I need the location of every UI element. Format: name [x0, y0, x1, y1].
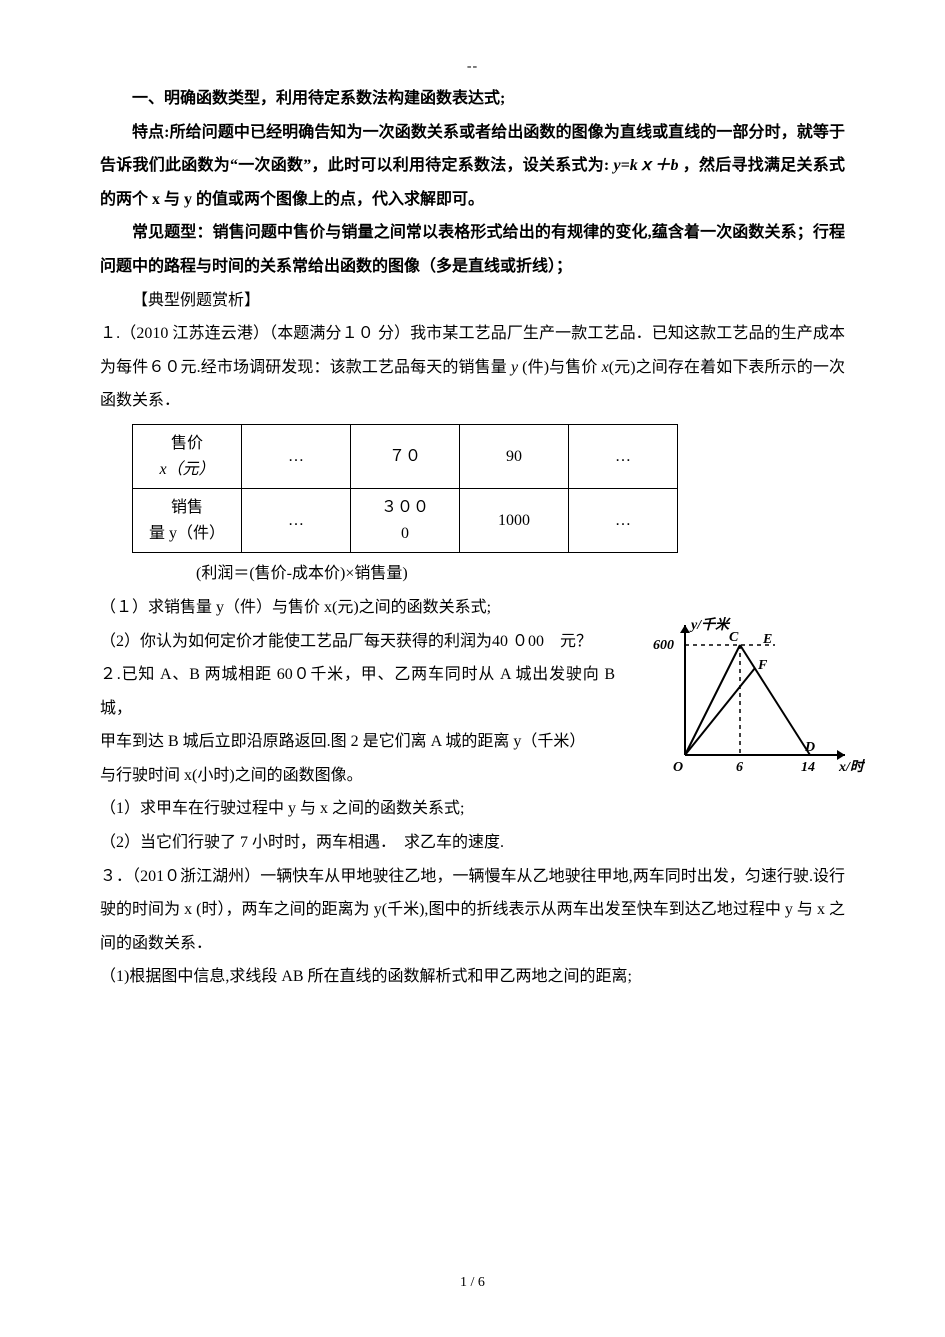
x14: 14: [801, 760, 815, 775]
ylabel: y/千米: [689, 616, 731, 633]
table-cell: 90: [460, 424, 569, 488]
q1-intro-y: y: [511, 359, 518, 376]
q2-part1: （1）求甲车在行驶过程中 y 与 x 之间的函数关系式;: [100, 792, 845, 826]
cell-var: x（元）: [159, 461, 214, 478]
table-cell: …: [569, 424, 678, 488]
q3-part1: （1)根据图中信息,求线段 AB 所在直线的函数解析式和甲乙两地之间的距离;: [100, 960, 845, 994]
q2-figure: y/千米 600 C E F D O 6 14 x/时: [645, 615, 865, 785]
q1-intro: １.（2010 江苏连云港）（本题满分１０ 分）我市某工艺品厂生产一款工艺品．已…: [100, 317, 845, 418]
table-cell: …: [569, 489, 678, 553]
q3-intro: ３．（201０浙江湖州）一辆快车从甲地驶往乙地，一辆慢车从乙地驶往甲地,两车同时…: [100, 860, 845, 961]
cell-text: 0: [355, 521, 455, 547]
xlabel: x/时: [838, 759, 865, 775]
cell-text: ３００: [355, 495, 455, 521]
table-cell: …: [242, 489, 351, 553]
cell-text: 售价: [137, 431, 237, 457]
q1-intro-x: x: [602, 359, 609, 376]
common-paragraph: 常见题型：销售问题中售价与销量之间常以表格形式给出的有规律的变化,蕴含着一次函数…: [100, 216, 845, 283]
document-page: -- 一、明确函数类型，利用待定系数法构建函数表达式; 特点:所给问题中已经明确…: [0, 0, 945, 1337]
table-cell: 1000: [460, 489, 569, 553]
q1-profit-note: (利润＝(售价-成本价)×销售量): [196, 557, 845, 591]
examples-label: 【典型例题赏析】: [100, 284, 845, 318]
q1-intro-b: (件)与售价: [518, 359, 602, 376]
table-cell: ７０: [351, 424, 460, 488]
table-cell: …: [242, 424, 351, 488]
label-o: O: [673, 760, 683, 775]
figure-wrap: （2）你认为如何定价才能使工艺品厂每天获得的利润为40 ０00 元？ ２.已知 …: [100, 625, 845, 793]
line-oc: [685, 645, 740, 755]
line-cd: [740, 645, 810, 755]
common-text: 销售问题中售价与销量之间常以表格形式给出的有规律的变化,蕴含着一次函数关系；行程…: [100, 224, 845, 275]
cell-text: x（元）: [137, 457, 237, 483]
table-row: 售价 x（元） … ７０ 90 …: [133, 424, 678, 488]
common-label: 常见题型：: [132, 224, 213, 241]
page-footer: 1 / 6: [0, 1268, 945, 1297]
cell-text: 量 y（件）: [137, 521, 237, 547]
label-e: E: [762, 632, 772, 647]
label-d: D: [804, 740, 815, 755]
cell-text: 销售: [137, 495, 237, 521]
section-title: 一、明确函数类型，利用待定系数法构建函数表达式;: [100, 82, 845, 116]
feature-label: 特点:: [132, 124, 170, 141]
y-axis-arrow: [680, 625, 690, 633]
header-dashes: --: [100, 60, 845, 74]
q2-chart-svg: y/千米 600 C E F D O 6 14 x/时: [645, 615, 865, 785]
y600: 600: [653, 638, 674, 653]
feature-formula: y=kｘ＋b: [614, 157, 679, 174]
x-axis-arrow: [837, 750, 845, 760]
feature-paragraph: 特点:所给问题中已经明确告知为一次函数关系或者给出函数的图像为直线或直线的一部分…: [100, 116, 845, 217]
cell-text-inner: 量 y（件）: [149, 525, 225, 542]
q2-part2: （2）当它们行驶了 7 小时时，两车相遇． 求乙车的速度.: [100, 826, 845, 860]
table-row: 销售 量 y（件） … ３００ 0 1000 …: [133, 489, 678, 553]
x6: 6: [736, 760, 743, 775]
q1-table: 售价 x（元） … ７０ 90 … 销售 量 y（件） … ３００ 0 1000…: [132, 424, 678, 553]
label-f: F: [757, 658, 768, 673]
table-cell-header-price: 售价 x（元）: [133, 424, 242, 488]
table-cell: ３００ 0: [351, 489, 460, 553]
line-of: [685, 668, 755, 755]
table-cell-header-qty: 销售 量 y（件）: [133, 489, 242, 553]
label-c: C: [729, 630, 739, 645]
